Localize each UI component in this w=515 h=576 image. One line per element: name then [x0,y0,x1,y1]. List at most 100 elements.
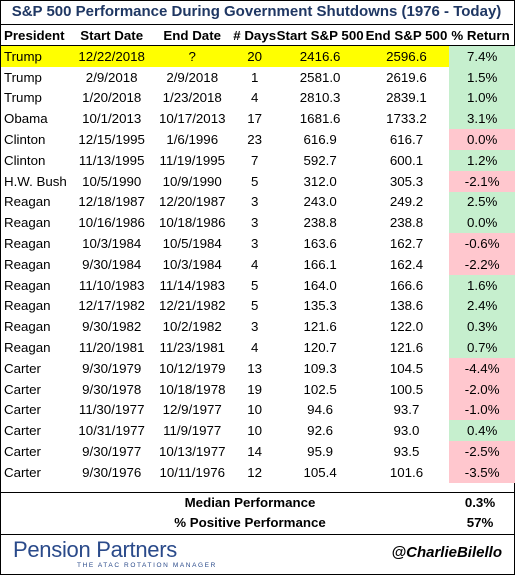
cell-president: Reagan [4,215,51,231]
cell-end-sp500: 100.5 [389,381,424,397]
cell-president: Clinton [4,132,46,148]
cell-return: 0.7% [449,337,515,358]
cell-return: -3.5% [449,461,515,483]
column-header-start-date: Start Date [71,25,152,46]
cell-end-date: 10/2/1982 [162,319,222,335]
cell-start-date: 12/15/1995 [78,132,145,148]
cell-end-sp500: 249.2 [389,194,424,210]
cell-return: 1.2% [449,149,515,171]
logo-tagline: THE ATAC ROTATION MANAGER [77,562,217,569]
cell-end-sp500: 162.4 [389,256,424,272]
cell-end-sp500: 93.7 [393,402,420,418]
cell-end-date: 10/3/1984 [162,256,222,272]
cell-end-sp500: 2596.6 [363,45,450,67]
cell-days: 1 [250,69,259,85]
column-header-end-date: End Date [151,25,233,46]
cell-start-date: 11/10/1983 [78,277,145,293]
cell-start-sp500: 1681.6 [299,111,341,127]
cell-start-sp500: 312.0 [303,173,337,189]
cell-president: Carter [4,360,41,376]
cell-end-date: 11/23/1981 [159,340,225,356]
cell-start-date: 12/22/2018 [71,45,152,67]
cell-days: 13 [247,360,263,376]
table-row: Carter 9/30/1979 10/12/1979 13 109.3 104.5 -4.… [1,357,515,379]
cell-end-sp500: 93.5 [393,444,420,460]
summary-label: Median Performance [184,495,316,510]
cell-days: 14 [247,444,263,460]
cell-president: Reagan [4,256,51,272]
cell-return: -2.0% [449,378,515,400]
cell-end-date: 11/14/1983 [159,277,225,293]
table-row: Carter 9/30/1977 10/13/1977 14 95.9 93.5 -2.5% [1,441,515,462]
cell-days: 3 [250,215,259,231]
cell-days: 4 [250,256,259,272]
cell-days: 23 [247,132,263,148]
cell-return: 2.5% [449,191,515,213]
cell-president: Carter [4,402,41,418]
cell-return: 0.4% [449,420,515,442]
cell-days: 4 [250,340,259,356]
cell-start-date: 9/30/1976 [82,464,142,480]
cell-end-date: 12/20/1987 [158,194,226,210]
cell-end-date: 1/6/1996 [166,132,219,148]
table-row: Reagan 9/30/1982 10/2/1982 3 121.6 122.0 0.3% [1,316,515,338]
cell-end-date: ? [151,45,233,67]
cell-start-sp500: 121.6 [303,319,337,335]
cell-days: 20 [232,45,277,67]
cell-days: 19 [247,381,263,397]
cell-president: Carter [4,381,41,397]
cell-end-date: 10/13/1977 [158,444,226,460]
table-row: Reagan 10/16/1986 10/18/1986 3 238.8 238.8 0.0… [1,212,515,234]
cell-return: -2.2% [449,253,515,275]
shutdown-table: President Start Date End Date # Days Sta… [1,25,515,483]
cell-start-date: 10/3/1984 [82,236,142,252]
cell-end-sp500: 93.0 [393,423,420,439]
cell-end-date: 12/21/1982 [158,298,226,314]
cell-end-date: 10/18/1986 [158,215,226,231]
cell-start-date: 11/30/1977 [78,402,145,418]
cell-president: Carter [4,464,41,480]
cell-start-sp500: 2810.3 [299,90,341,106]
table-row: Reagan 12/18/1987 12/20/1987 3 243.0 249.2 2.5… [1,191,515,213]
cell-return: -4.4% [449,357,515,379]
cell-start-sp500: 166.1 [303,256,337,272]
table-row: Carter 11/30/1977 12/9/1977 10 94.6 93.7 -1.0% [1,399,515,421]
cell-president: Reagan [4,319,51,335]
cell-days: 10 [247,423,263,439]
cell-end-sp500: 2839.1 [386,90,427,106]
summary-value: 57% [466,515,494,530]
cell-end-date: 2/9/2018 [166,69,219,85]
summary-label: % Positive Performance [174,515,326,530]
cell-president: Reagan [4,340,51,356]
cell-return: -1.0% [449,399,515,421]
cell-start-date: 1/20/2018 [82,90,142,106]
cell-end-sp500: 104.5 [389,360,424,376]
table-row: Trump 2/9/2018 2/9/2018 1 2581.0 2619.6 1.5% [1,66,515,88]
cell-president: H.W. Bush [4,173,67,189]
summary-row-median: Median Performance 0.3% [1,493,514,513]
cell-start-sp500: 592.7 [303,152,337,168]
cell-days: 5 [250,298,259,314]
cell-president: Trump [4,69,42,85]
table-row: Carter 10/31/1977 11/9/1977 10 92.6 93.0 0.4% [1,420,515,442]
table-row: Reagan 9/30/1984 10/3/1984 4 166.1 162.4 -2.2% [1,253,515,275]
column-header-start-sp500: Start S&P 500 [276,25,364,46]
cell-start-sp500: 94.6 [307,402,334,418]
cell-days: 4 [250,90,259,106]
table-row: Reagan 12/17/1982 12/21/1982 5 135.3 138.6 2.4… [1,295,515,317]
header-row: President Start Date End Date # Days Sta… [1,25,515,46]
cell-end-date: 10/17/2013 [158,111,226,127]
cell-return: 1.5% [449,66,515,88]
cell-start-date: 2/9/2018 [85,69,138,85]
cell-end-sp500: 166.6 [389,277,424,293]
cell-end-sp500: 101.6 [389,464,424,480]
table-row: Clinton 11/13/1995 11/19/1995 7 592.7 600.1 1.… [1,149,515,171]
cell-return: 1.6% [449,274,515,296]
cell-president: Trump [4,90,42,106]
cell-days: 5 [250,277,259,293]
cell-start-sp500: 109.3 [303,360,337,376]
cell-start-sp500: 2581.0 [299,69,341,85]
cell-start-date: 12/17/1982 [78,298,145,314]
cell-start-sp500: 92.6 [307,423,334,439]
cell-days: 3 [250,319,259,335]
